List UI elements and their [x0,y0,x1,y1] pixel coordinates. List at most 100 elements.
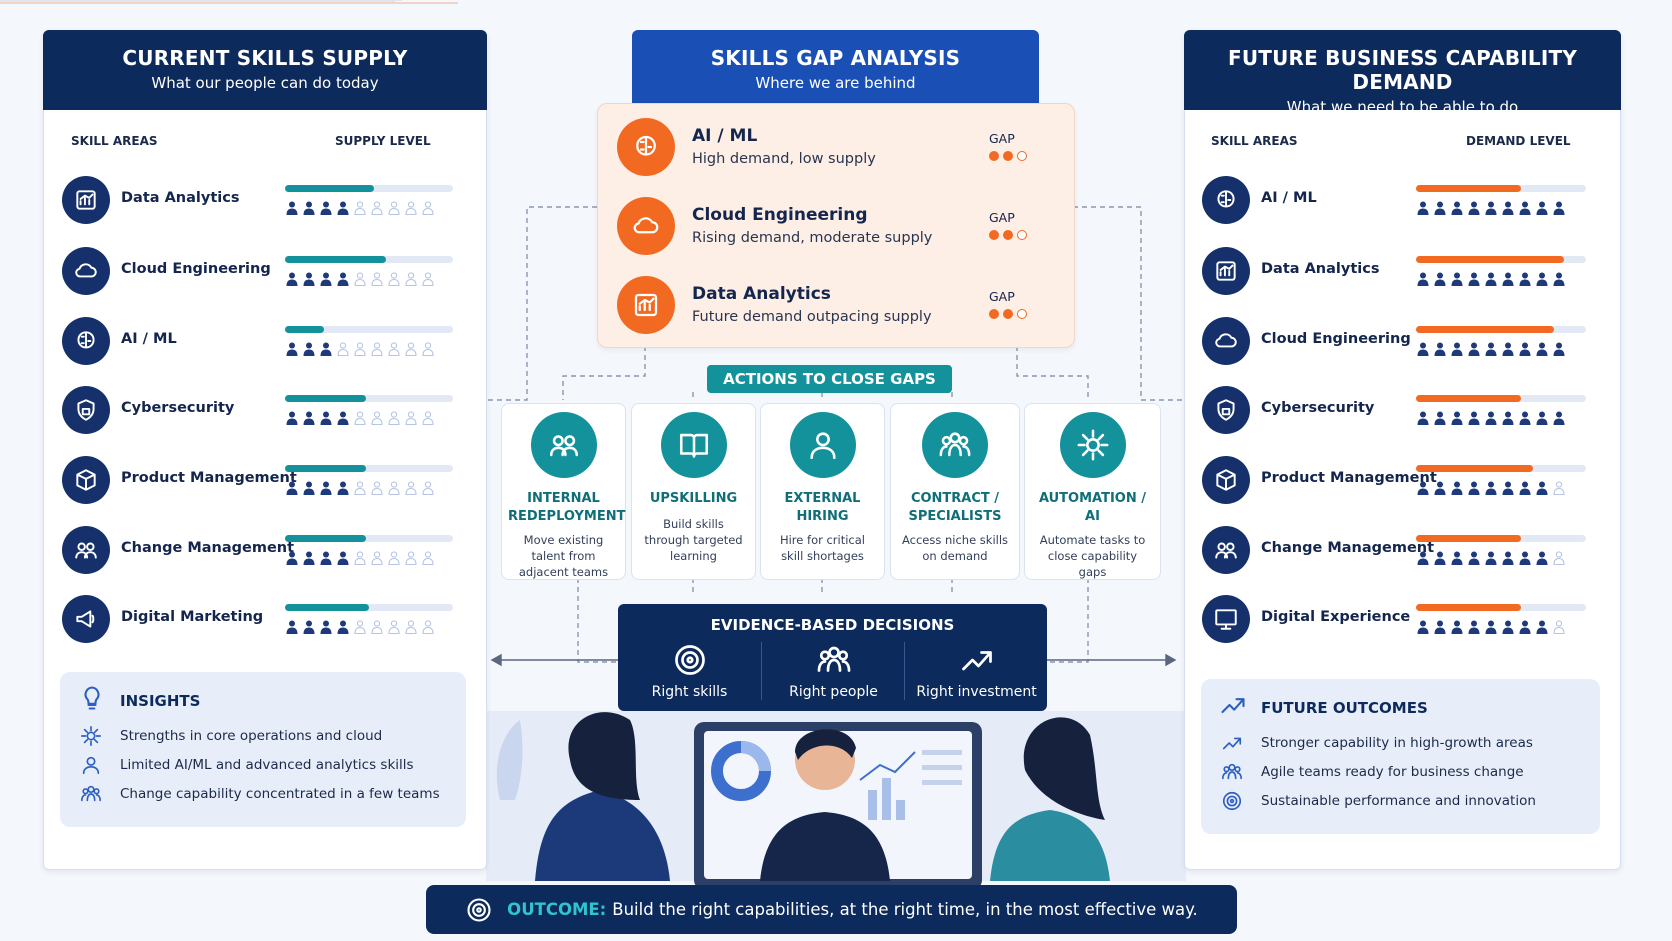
decision-icon [905,642,1048,680]
skill-icon [1202,526,1250,574]
person-filled [286,551,298,565]
gap-divider [0,3,458,4]
col-header: SUPPLY LEVEL [335,134,431,148]
skill-name: Cybersecurity [1261,400,1375,416]
skill-icon [62,176,110,224]
icon [1222,763,1242,780]
col-header: SKILL AREAS [1211,134,1298,148]
skill-name: Cloud Engineering [121,261,271,277]
person-empty [388,551,400,565]
person-filled [286,272,298,286]
person-filled [1468,481,1480,495]
skill-name: Cybersecurity [121,400,235,416]
person-filled [1536,272,1548,286]
gap-dot-filled [989,151,999,161]
icon [76,610,95,628]
person-icons [286,272,439,286]
icon [633,217,659,234]
skill-name: AI / ML [1261,190,1317,206]
gap-dot-filled [989,309,999,319]
person-filled [1434,620,1446,634]
skill-name: Cloud Engineering [1261,331,1411,347]
bar-fill [285,326,324,333]
panel-subtitle: What our people can do today [151,74,379,92]
icon [84,686,100,710]
action-desc: Access niche skills on demand [901,533,1009,563]
bar-fill [1416,604,1522,611]
action-title: CONTRACT / SPECIALISTS [908,491,1002,524]
person-icons [286,481,439,495]
person-filled [1536,620,1548,634]
bar-track [285,256,453,263]
person-filled [1468,342,1480,356]
person-filled [1536,551,1548,565]
skill-icon [1202,595,1250,643]
person-filled [303,551,315,565]
person-filled [1451,272,1463,286]
person-empty [354,342,366,356]
gap-label: GAP [989,210,1015,225]
skill-name: Product Management [1261,470,1437,486]
bar-fill [1416,395,1522,402]
skill-name: AI / ML [121,331,177,347]
icon [75,263,97,278]
person-filled [1553,411,1565,425]
decision-label: Right investment [916,684,1037,700]
icon [76,190,96,210]
gap-label: GAP [989,131,1015,146]
action-title: INTERNAL REDEPLOYMENT [508,491,626,524]
person-filled [1553,272,1565,286]
person-filled [1485,201,1497,215]
icon [1222,737,1242,750]
person-filled [1553,342,1565,356]
icon [549,435,578,457]
person-icons [286,342,439,356]
person-icons [286,551,439,565]
person-filled [337,272,349,286]
skill-icon [62,595,110,643]
bar-track [285,535,453,542]
panel-title: CURRENT SKILLS SUPPLY [122,46,408,70]
skill-icon [62,456,110,504]
item-icon [1221,732,1243,758]
person-icons [286,411,439,425]
skill-name: Digital Marketing [121,609,264,625]
person-filled [1451,620,1463,634]
person-empty [388,411,400,425]
action-card: EXTERNAL HIRING Hire for critical skill s… [760,403,885,580]
bar-fill [285,535,366,542]
person-filled [1434,481,1446,495]
person-filled [1417,411,1429,425]
gap-dot-empty [1017,309,1027,319]
person-filled [303,620,315,634]
icon [81,726,101,746]
box-item: Limited AI/ML and advanced analytics ski… [120,757,414,773]
bar-fill [285,465,366,472]
arrows [490,653,1177,667]
action-icon [530,412,597,478]
person-empty [405,481,417,495]
bar-track [1416,395,1586,402]
box-icon [78,684,106,716]
dashed-connectors [478,206,1190,663]
gap-dots [989,230,1031,240]
person-empty [388,201,400,215]
meeting-illustration [486,711,1186,890]
person-empty [405,272,417,286]
person-filled [320,342,332,356]
icon [1216,469,1236,491]
gap-dot-empty [1017,151,1027,161]
person-filled [337,411,349,425]
item-icon [80,725,102,751]
icon [75,542,97,559]
person-icons [1417,620,1570,634]
icon [1221,698,1245,714]
icon [77,331,95,349]
person-empty [422,201,434,215]
gap-icon [617,276,675,334]
person-filled [1519,551,1531,565]
person-filled [1451,551,1463,565]
action-card: INTERNAL REDEPLOYMENT Move existing talen… [501,403,626,580]
person-filled [1417,272,1429,286]
